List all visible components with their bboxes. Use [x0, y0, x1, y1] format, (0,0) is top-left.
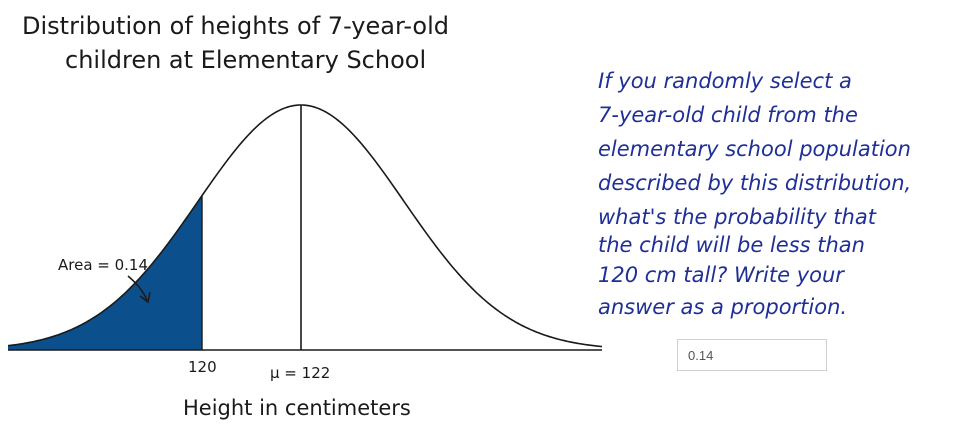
area-label: Area = 0.14: [58, 256, 148, 274]
shaded-area-region: [8, 195, 202, 350]
question-line: If you randomly select a: [598, 69, 852, 93]
question-line: the child will be less than: [598, 233, 865, 257]
question-line: 120 cm tall? Write your: [598, 263, 845, 287]
question-line: elementary school population: [598, 137, 911, 161]
question-line: what's the probability that: [598, 205, 877, 229]
area-arrow-head: [139, 291, 151, 304]
question-text: If you randomly select a 7-year-old chil…: [598, 69, 911, 319]
area-arrow: [127, 275, 148, 301]
x-axis-label: Height in centimeters: [183, 396, 411, 420]
question-line: answer as a proportion.: [598, 295, 847, 319]
answer-input[interactable]: [677, 339, 827, 371]
question-line: described by this distribution,: [598, 171, 911, 195]
bell-curve: [7, 104, 603, 348]
tick-label-120: 120: [188, 358, 217, 376]
tick-label-mean: μ = 122: [270, 364, 330, 382]
figure-title-line1: Distribution of heights of 7-year-old: [22, 12, 449, 40]
question-line: 7-year-old child from the: [598, 103, 858, 127]
figure-title-line2: children at Elementary School: [65, 46, 426, 74]
